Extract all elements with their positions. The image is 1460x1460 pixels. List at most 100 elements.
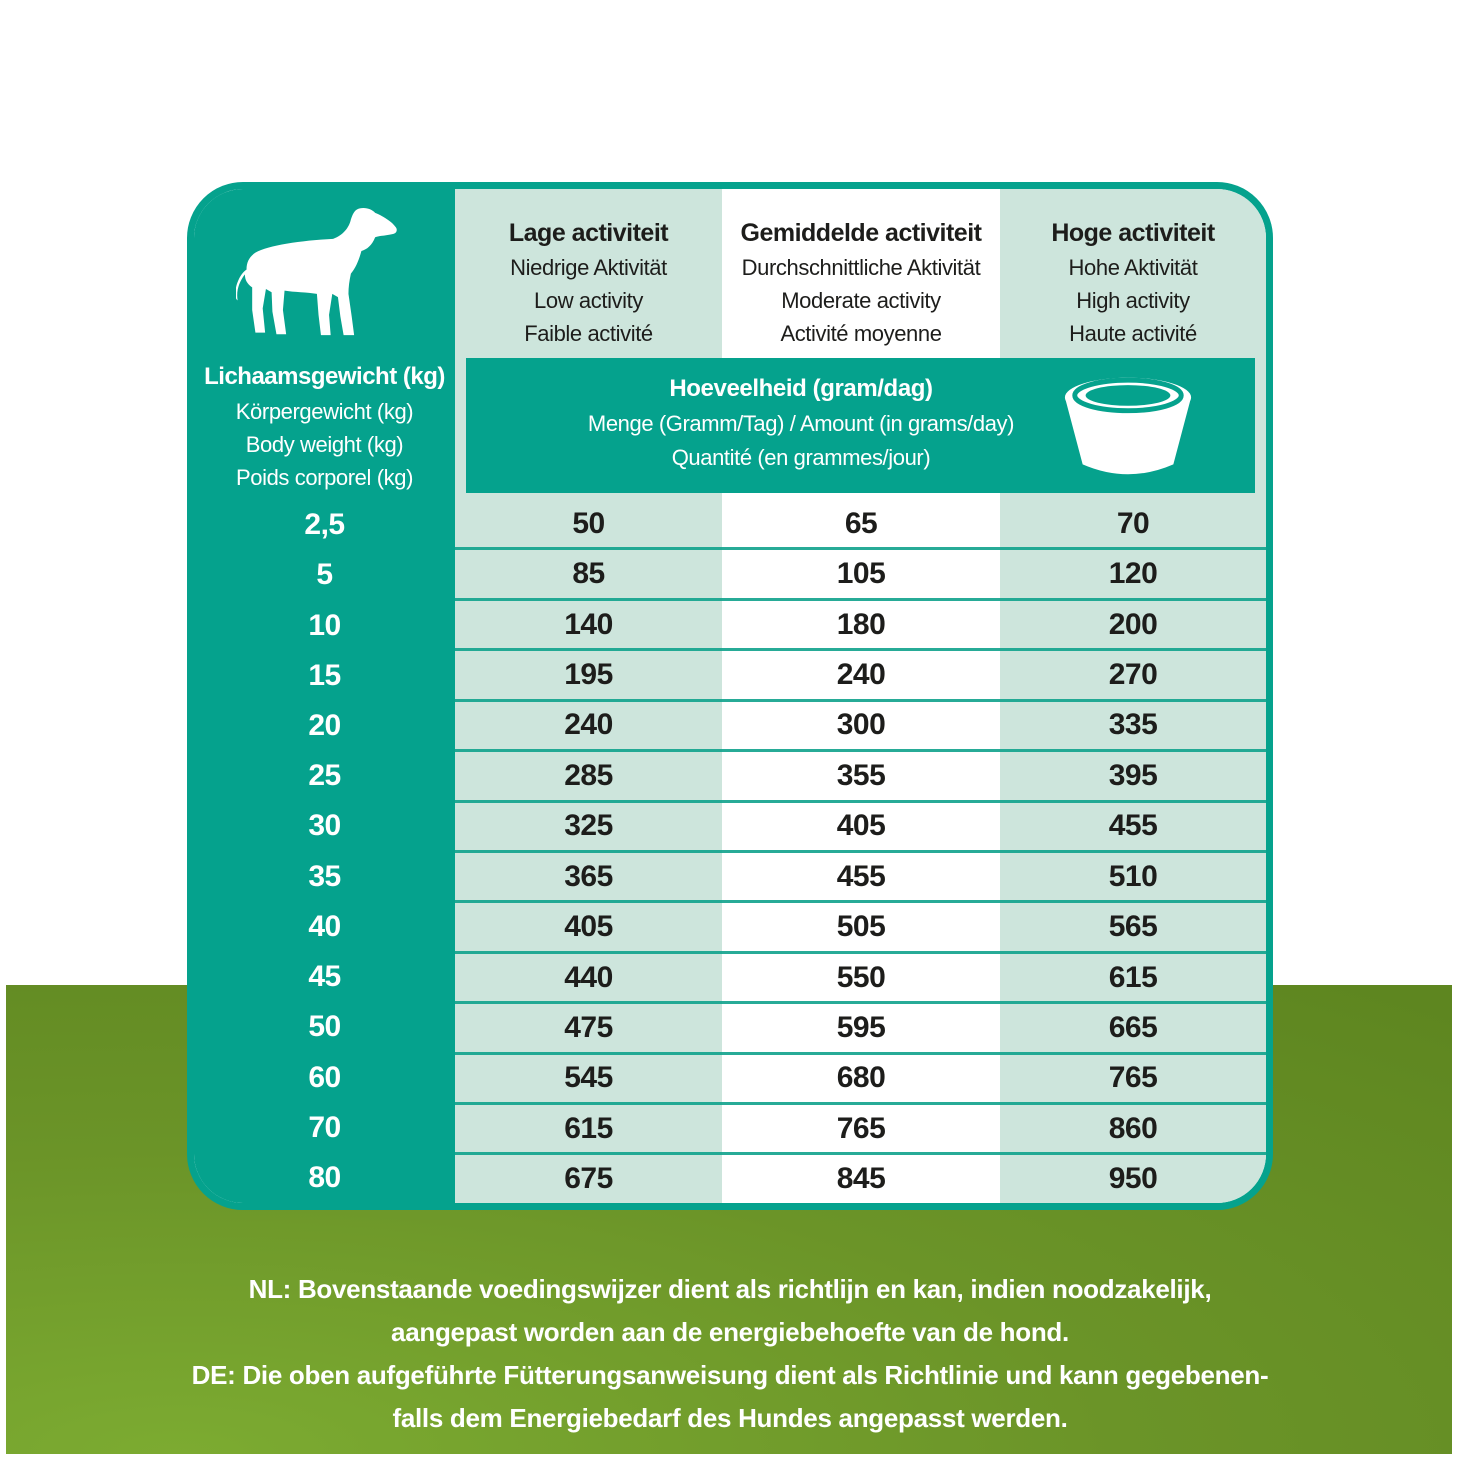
amount-cell-low: 615 xyxy=(564,1111,613,1145)
table-row: 140 180 200 xyxy=(455,597,1266,648)
table-row: 615 765 860 xyxy=(455,1102,1266,1152)
amount-band: Hoeveelheid (gram/dag) Menge (Gramm/Tag)… xyxy=(466,358,1255,493)
amount-cell-moderate: 680 xyxy=(836,1061,886,1095)
amount-cell-low: 545 xyxy=(564,1061,613,1095)
disclaimer-line: aangepast worden aan de energiebehoefte … xyxy=(391,1317,1069,1347)
table-row: 365 455 510 xyxy=(455,849,1266,900)
amount-cell-high: 395 xyxy=(1108,758,1158,792)
values-area: Lage activiteit Niedrige Aktivität Low a… xyxy=(455,189,1266,1203)
column-title: Gemiddelde activiteit xyxy=(740,219,982,247)
amount-cell-high: 120 xyxy=(1108,557,1158,591)
column-subtitle: Niedrige Aktivität xyxy=(510,255,667,280)
disclaimer-line: falls dem Energiebedarf des Hundes angep… xyxy=(392,1403,1068,1433)
column-header-high-activity: Hoge activiteit Hohe Aktivität High acti… xyxy=(1000,215,1266,350)
amount-band-text: Hoeveelheid (gram/dag) Menge (Gramm/Tag)… xyxy=(466,370,1136,475)
amount-cell-high: 615 xyxy=(1108,960,1158,994)
amount-band-sub: Quantité (en grammes/jour) xyxy=(671,445,931,470)
column-header-low-activity: Lage activiteit Niedrige Aktivität Low a… xyxy=(455,215,722,350)
amount-cell-high: 860 xyxy=(1108,1111,1158,1145)
amount-cell-moderate: 105 xyxy=(836,557,886,591)
disclaimer-line: NL: Bovenstaande voedingswijzer dient al… xyxy=(248,1274,1212,1304)
column-subtitle: Hohe Aktivität xyxy=(1068,255,1198,280)
weight-cell: 60 xyxy=(308,1060,341,1094)
column-subtitle: Low activity xyxy=(534,288,643,313)
amount-cell-low: 475 xyxy=(564,1010,613,1044)
table-row: 405 505 565 xyxy=(455,900,1266,950)
amount-cell-moderate: 550 xyxy=(836,960,886,994)
weight-header-title: Lichaamsgewicht (kg) xyxy=(204,363,445,390)
disclaimer-line: DE: Die oben aufgeführte Fütterungsanwei… xyxy=(191,1360,1269,1390)
amount-cell-high: 455 xyxy=(1108,809,1158,843)
column-subtitle: Durchschnittliche Aktivität xyxy=(741,255,981,280)
amount-cell-high: 950 xyxy=(1108,1162,1158,1196)
weight-cell: 10 xyxy=(308,608,341,642)
amount-cell-moderate: 240 xyxy=(836,657,886,691)
dog-bowl-icon xyxy=(1059,368,1197,482)
weight-cell: 5 xyxy=(316,558,333,592)
amount-cell-high: 765 xyxy=(1108,1061,1158,1095)
amount-cell-high: 335 xyxy=(1108,708,1158,742)
table-row: 285 355 395 xyxy=(455,749,1266,799)
weight-cell: 70 xyxy=(308,1110,341,1144)
amount-cell-moderate: 65 xyxy=(844,506,878,540)
feeding-table: Lichaamsgewicht (kg) Körpergewicht (kg) … xyxy=(187,182,1273,1210)
weight-header-sub: Body weight (kg) xyxy=(245,432,404,457)
amount-cell-high: 200 xyxy=(1108,607,1158,641)
weight-cell: 35 xyxy=(308,859,341,893)
amount-cell-low: 365 xyxy=(564,859,613,893)
table-row: 475 595 665 xyxy=(455,1001,1266,1051)
weight-rows: 2,5 5 10 15 20 25 30 35 40 45 50 60 70 80 xyxy=(194,500,455,1203)
value-rows: 50 65 70 85 105 120 140 180 200 195 240 270 240 300 33… xyxy=(455,500,1266,1203)
amount-cell-moderate: 300 xyxy=(836,708,886,742)
amount-cell-high: 665 xyxy=(1108,1010,1158,1044)
amount-cell-high: 565 xyxy=(1108,910,1158,944)
table-row: 440 550 615 xyxy=(455,950,1266,1001)
weight-cell: 30 xyxy=(308,809,341,843)
amount-band-sub: Menge (Gramm/Tag) / Amount (in grams/day… xyxy=(587,411,1015,436)
column-subtitle: Activité moyenne xyxy=(780,321,942,346)
weight-header-sub: Körpergewicht (kg) xyxy=(235,399,414,424)
column-header-moderate-activity: Gemiddelde activiteit Durchschnittliche … xyxy=(722,215,1000,350)
weight-cell: 20 xyxy=(308,708,341,742)
amount-cell-low: 405 xyxy=(564,910,613,944)
weight-cell: 2,5 xyxy=(304,508,345,542)
amount-cell-low: 85 xyxy=(572,557,605,591)
weight-column: Lichaamsgewicht (kg) Körpergewicht (kg) … xyxy=(194,189,455,1203)
amount-cell-low: 50 xyxy=(572,506,605,540)
table-row: 195 240 270 xyxy=(455,648,1266,698)
amount-cell-low: 675 xyxy=(564,1162,613,1196)
amount-band-title: Hoeveelheid (gram/dag) xyxy=(669,375,933,402)
amount-cell-moderate: 595 xyxy=(836,1010,886,1044)
amount-cell-moderate: 180 xyxy=(836,607,886,641)
amount-cell-moderate: 355 xyxy=(836,758,886,792)
amount-cell-moderate: 845 xyxy=(836,1162,886,1196)
amount-cell-low: 285 xyxy=(564,758,613,792)
column-subtitle: Faible activité xyxy=(524,321,653,346)
amount-cell-moderate: 405 xyxy=(836,809,886,843)
column-subtitle: High activity xyxy=(1076,288,1190,313)
table-row: 325 405 455 xyxy=(455,799,1266,850)
disclaimer-text: NL: Bovenstaande voedingswijzer dient al… xyxy=(0,1268,1460,1440)
weight-cell: 45 xyxy=(308,960,341,994)
weight-cell: 25 xyxy=(308,759,341,793)
table-row: 545 680 765 xyxy=(455,1051,1266,1102)
amount-cell-moderate: 505 xyxy=(836,910,886,944)
amount-cell-high: 70 xyxy=(1116,506,1150,540)
amount-cell-low: 325 xyxy=(564,809,613,843)
dog-silhouette-icon xyxy=(194,203,455,346)
column-subtitle: Moderate activity xyxy=(781,288,941,313)
amount-cell-high: 270 xyxy=(1108,657,1158,691)
weight-cell: 80 xyxy=(308,1160,341,1194)
amount-cell-low: 240 xyxy=(564,708,613,742)
table-row: 675 845 950 xyxy=(455,1152,1266,1202)
amount-cell-low: 440 xyxy=(564,960,613,994)
amount-cell-high: 510 xyxy=(1108,859,1158,893)
table-row: 85 105 120 xyxy=(455,547,1266,597)
table-row: 50 65 70 xyxy=(455,500,1266,547)
column-subtitle: Haute activité xyxy=(1069,321,1197,346)
amount-cell-moderate: 455 xyxy=(836,859,886,893)
column-title: Lage activiteit xyxy=(508,219,669,247)
amount-cell-moderate: 765 xyxy=(836,1111,886,1145)
weight-cell: 15 xyxy=(308,658,341,692)
